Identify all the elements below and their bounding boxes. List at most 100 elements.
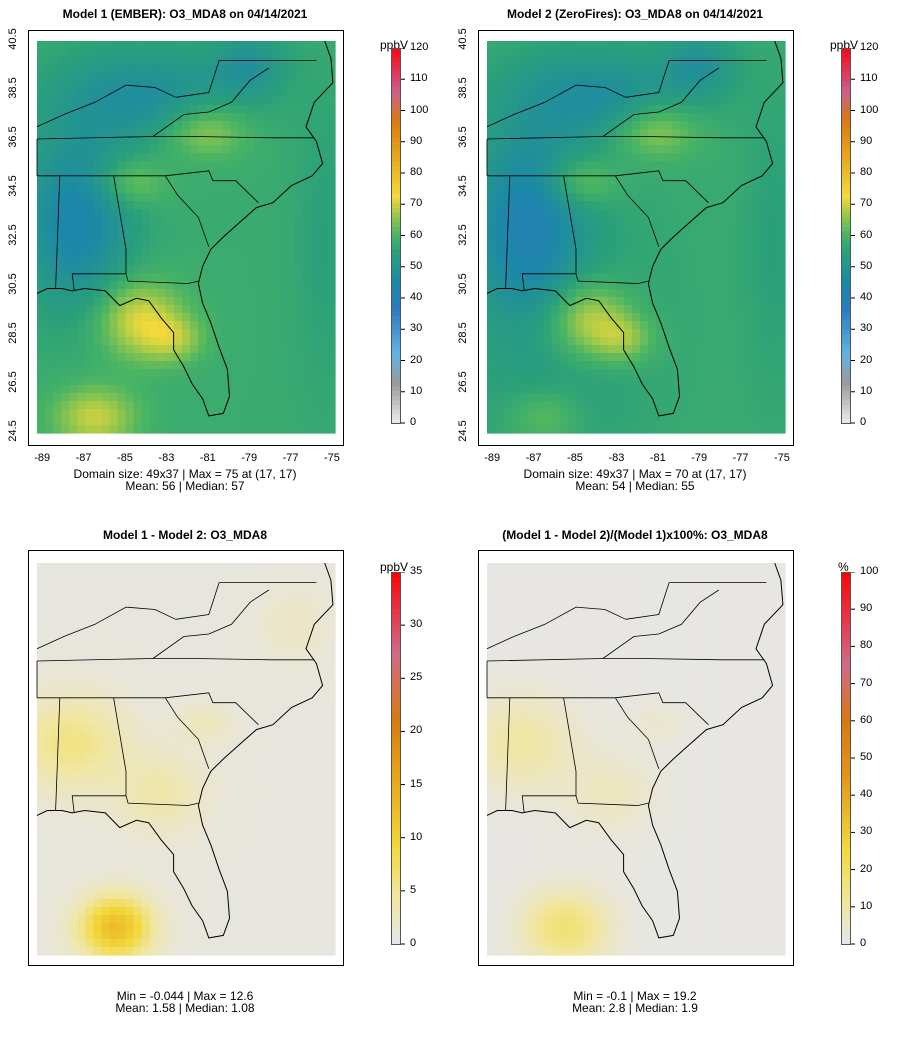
grid-cell: [326, 129, 336, 138]
colorbar-swatch: [391, 216, 401, 223]
grid-cell: [149, 265, 159, 274]
grid-cell: [173, 105, 183, 114]
grid-cell: [503, 217, 512, 226]
grid-cell: [222, 321, 231, 330]
grid-cell: [559, 49, 569, 58]
grid-cell: [286, 771, 296, 780]
grid-cell: [230, 579, 239, 588]
grid-cell: [214, 659, 223, 668]
grid-cell: [270, 771, 280, 780]
grid-cell: [214, 265, 223, 274]
grid-cell: [246, 595, 256, 604]
grid-cell: [310, 401, 320, 410]
grid-cell: [278, 707, 288, 716]
grid-cell: [61, 113, 70, 122]
grid-cell: [93, 715, 103, 724]
grid-cell: [93, 233, 103, 242]
grid-cell: [133, 747, 143, 756]
grid-cell: [45, 249, 54, 258]
grid-cell: [157, 209, 167, 218]
grid-cell: [230, 691, 239, 700]
grid-cell: [238, 169, 247, 178]
grid-cell: [310, 193, 320, 202]
grid-cell: [640, 353, 649, 362]
grid-cell: [101, 603, 111, 612]
grid-cell: [326, 233, 336, 242]
grid-cell: [776, 385, 786, 394]
grid-cell: [141, 779, 151, 788]
grid-cell: [85, 707, 94, 716]
grid-cell: [181, 201, 191, 210]
grid-cell: [109, 65, 119, 74]
grid-cell: [165, 345, 175, 354]
grid-cell: [704, 425, 714, 434]
grid-cell: [230, 401, 239, 410]
grid-cell: [133, 337, 143, 346]
grid-cell: [326, 409, 336, 418]
grid-cell: [559, 153, 569, 162]
grid-cell: [230, 667, 239, 676]
colorbar-tick-label: 10: [860, 384, 873, 397]
grid-cell: [165, 683, 175, 692]
grid-cell: [728, 161, 738, 170]
grid-cell: [736, 65, 746, 74]
grid-cell: [487, 105, 496, 114]
grid-cell: [45, 603, 54, 612]
grid-cell: [85, 691, 94, 700]
grid-cell: [631, 409, 641, 418]
grid-cell: [93, 417, 103, 426]
grid-cell: [230, 723, 239, 732]
grid-cell: [511, 417, 520, 426]
grid-cell: [157, 289, 167, 298]
grid-cell: [222, 233, 231, 242]
grid-cell: [575, 417, 585, 426]
grid-cell: [310, 417, 320, 426]
grid-cell: [712, 201, 722, 210]
colorbar-border: [391, 48, 401, 424]
grid-cell: [61, 627, 70, 636]
grid-cell: [45, 233, 54, 242]
grid-cell: [688, 289, 697, 298]
grid-cell: [286, 361, 296, 370]
grid-cell: [69, 289, 78, 298]
grid-cell: [776, 393, 786, 402]
grid-cell: [149, 233, 159, 242]
grid-cell: [278, 747, 288, 756]
grid-cell: [93, 161, 103, 170]
grid-cell: [109, 193, 119, 202]
grid-cell: [696, 289, 706, 298]
grid-cell: [270, 145, 280, 154]
grid-cell: [53, 177, 62, 186]
grid-cell: [125, 201, 135, 210]
grid-cell: [230, 289, 239, 298]
grid-cell: [736, 185, 746, 194]
grid-cell: [53, 619, 62, 628]
grid-cell: [61, 425, 70, 434]
grid-cell: [527, 145, 536, 154]
grid-cell: [69, 153, 78, 162]
grid-cell: [214, 105, 223, 114]
grid-cell: [310, 563, 320, 572]
grid-cell: [238, 401, 247, 410]
colorbar-swatch: [841, 80, 851, 87]
grid-cell: [527, 417, 536, 426]
grid-cell: [77, 699, 86, 708]
grid-cell: [85, 169, 94, 178]
grid-cell: [181, 353, 191, 362]
grid-cell: [157, 217, 167, 226]
grid-cell: [728, 145, 738, 154]
grid-cell: [286, 731, 296, 740]
grid-cell: [318, 249, 328, 258]
grid-cell: [760, 361, 770, 370]
grid-cell: [559, 209, 569, 218]
grid-cell: [672, 105, 681, 114]
grid-cell: [85, 377, 94, 386]
colorbar-swatch: [841, 287, 851, 293]
grid-cell: [101, 571, 111, 580]
grid-cell: [768, 97, 778, 106]
grid-cell: [294, 619, 304, 628]
grid-cell: [149, 763, 159, 772]
grid-cell: [559, 81, 569, 90]
grid-cell: [752, 281, 762, 290]
grid-cell: [688, 353, 697, 362]
